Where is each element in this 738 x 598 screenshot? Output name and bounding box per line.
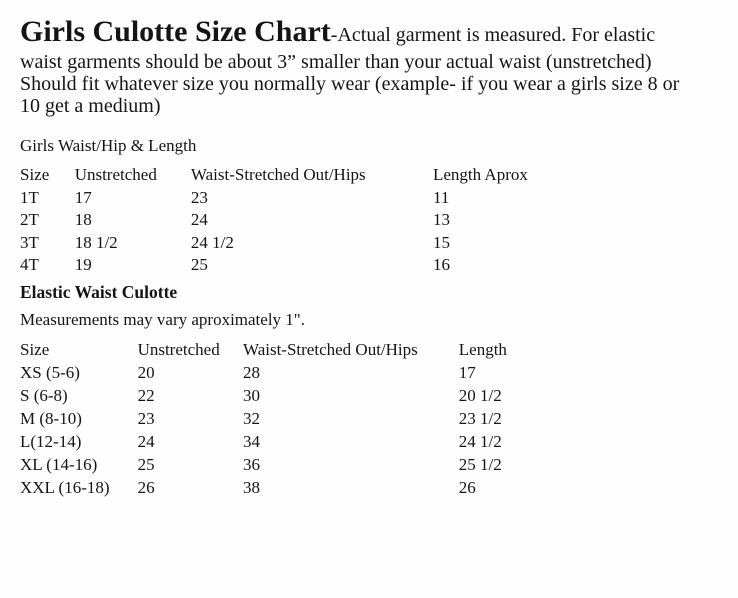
table-row: L(12-14) 24 34 24 1/2 <box>20 430 660 453</box>
elastic-size-table: Size Unstretched Waist-Stretched Out/Hips L… <box>20 338 660 499</box>
table-row: XS (5-6) 20 28 17 <box>20 361 660 384</box>
intro-line-2: waist garments should be about 3” smalle… <box>20 51 652 73</box>
table-cell: 25 1/2 <box>458 454 502 474</box>
table-cell: 17 <box>74 187 92 207</box>
page-title: Girls Culotte Size Chart <box>20 15 331 48</box>
title-line: Girls Culotte Size Chart -Actual garment … <box>20 16 728 51</box>
table-row: 1T 17 23 11 <box>20 187 660 210</box>
column-header: Size <box>20 165 50 184</box>
table-row: 3T 18 1/2 24 1/2 15 <box>20 232 660 255</box>
table-cell: 25 <box>137 454 155 474</box>
table-cell: 16 <box>432 255 450 274</box>
table-cell: 3T <box>20 232 39 252</box>
measurement-note: Measurements may vary aproximately 1". <box>20 309 305 329</box>
table-cell: 23 1/2 <box>458 408 502 428</box>
table-cell: 30 <box>243 385 261 405</box>
size-chart-document: Girls Culotte Size Chart -Actual garment … <box>20 16 728 499</box>
intro-line-3: Should fit whatever size you normally we… <box>20 73 680 95</box>
table-cell: XL (14-16) <box>20 454 98 474</box>
table-cell: 1T <box>20 187 39 207</box>
column-header: Length Aprox <box>432 165 528 184</box>
table-cell: XXL (16-18) <box>20 477 110 497</box>
table-cell: 23 <box>190 187 208 207</box>
table-cell: 34 <box>243 431 261 451</box>
table-cell: 2T <box>20 210 39 229</box>
header-row: Size Unstretched Waist-Stretched Out/Hips L… <box>20 338 660 361</box>
table-cell: 32 <box>243 408 261 428</box>
table-cell: 24 1/2 <box>458 431 502 451</box>
table-row: S (6-8) 22 30 20 1/2 <box>20 384 660 407</box>
table-cell: 24 1/2 <box>190 232 234 252</box>
table-cell: S (6-8) <box>20 385 68 405</box>
toddler-table-body: 1T 17 23 11 2T 18 24 13 3T 18 1/2 24 1/2 15 4T 19 25 16 <box>20 187 660 277</box>
table-cell: 18 1/2 <box>74 232 118 252</box>
table-cell: 13 <box>432 210 450 229</box>
table-cell: 28 <box>243 362 261 382</box>
table-cell: 24 <box>190 210 208 229</box>
table-cell: 18 <box>74 210 92 229</box>
column-header: Waist-Stretched Out/Hips <box>243 339 418 359</box>
intro-line-4: 10 get a medium) <box>20 95 161 117</box>
table-cell: 22 <box>137 385 155 405</box>
table-cell: 20 <box>137 362 155 382</box>
toddler-size-table: Size Unstretched Waist-Stretched Out/Hips L… <box>20 164 660 277</box>
table-cell: 26 <box>458 477 476 497</box>
column-header: Size <box>20 339 50 359</box>
toddler-table-head: Size Unstretched Waist-Stretched Out/Hips L… <box>20 164 660 187</box>
table-cell: 36 <box>243 454 261 474</box>
table-cell: 26 <box>137 477 155 497</box>
elastic-table-head: Size Unstretched Waist-Stretched Out/Hips L… <box>20 338 660 361</box>
table-cell: 11 <box>432 187 450 207</box>
table-cell: L(12-14) <box>20 431 82 451</box>
table-cell: M (8-10) <box>20 408 82 428</box>
column-header: Unstretched <box>74 165 157 184</box>
table-row: 2T 18 24 13 <box>20 209 660 232</box>
table-cell: 19 <box>74 255 92 274</box>
intro-paragraph: Girls Culotte Size Chart -Actual garment … <box>20 16 728 118</box>
table-row: XL (14-16) 25 36 25 1/2 <box>20 453 660 476</box>
table-cell: 38 <box>243 477 261 497</box>
table-cell: XS (5-6) <box>20 362 80 382</box>
column-header: Waist-Stretched Out/Hips <box>190 165 366 184</box>
table-cell: 17 <box>458 362 476 382</box>
title-subtitle-inline: -Actual garment is measured. For elastic <box>330 24 656 46</box>
table-row: M (8-10) 23 32 23 1/2 <box>20 407 660 430</box>
elastic-section-heading: Elastic Waist Culotte <box>20 281 178 302</box>
elastic-table-body: XS (5-6) 20 28 17 S (6-8) 22 30 20 1/2 M (8-10) 2… <box>20 361 660 499</box>
table-cell: 23 <box>137 408 155 428</box>
table-cell: 4T <box>20 255 39 274</box>
column-header: Length <box>458 339 507 359</box>
column-header: Unstretched <box>137 339 220 359</box>
table-cell: 24 <box>137 431 155 451</box>
header-row: Size Unstretched Waist-Stretched Out/Hips L… <box>20 164 660 187</box>
table-cell: 25 <box>190 255 208 274</box>
table-row: XXL (16-18) 26 38 26 <box>20 476 660 499</box>
toddler-section-caption: Girls Waist/Hip & Length <box>20 136 197 155</box>
table-cell: 20 1/2 <box>458 385 502 405</box>
table-cell: 15 <box>432 232 450 252</box>
table-row: 4T 19 25 16 <box>20 254 660 277</box>
